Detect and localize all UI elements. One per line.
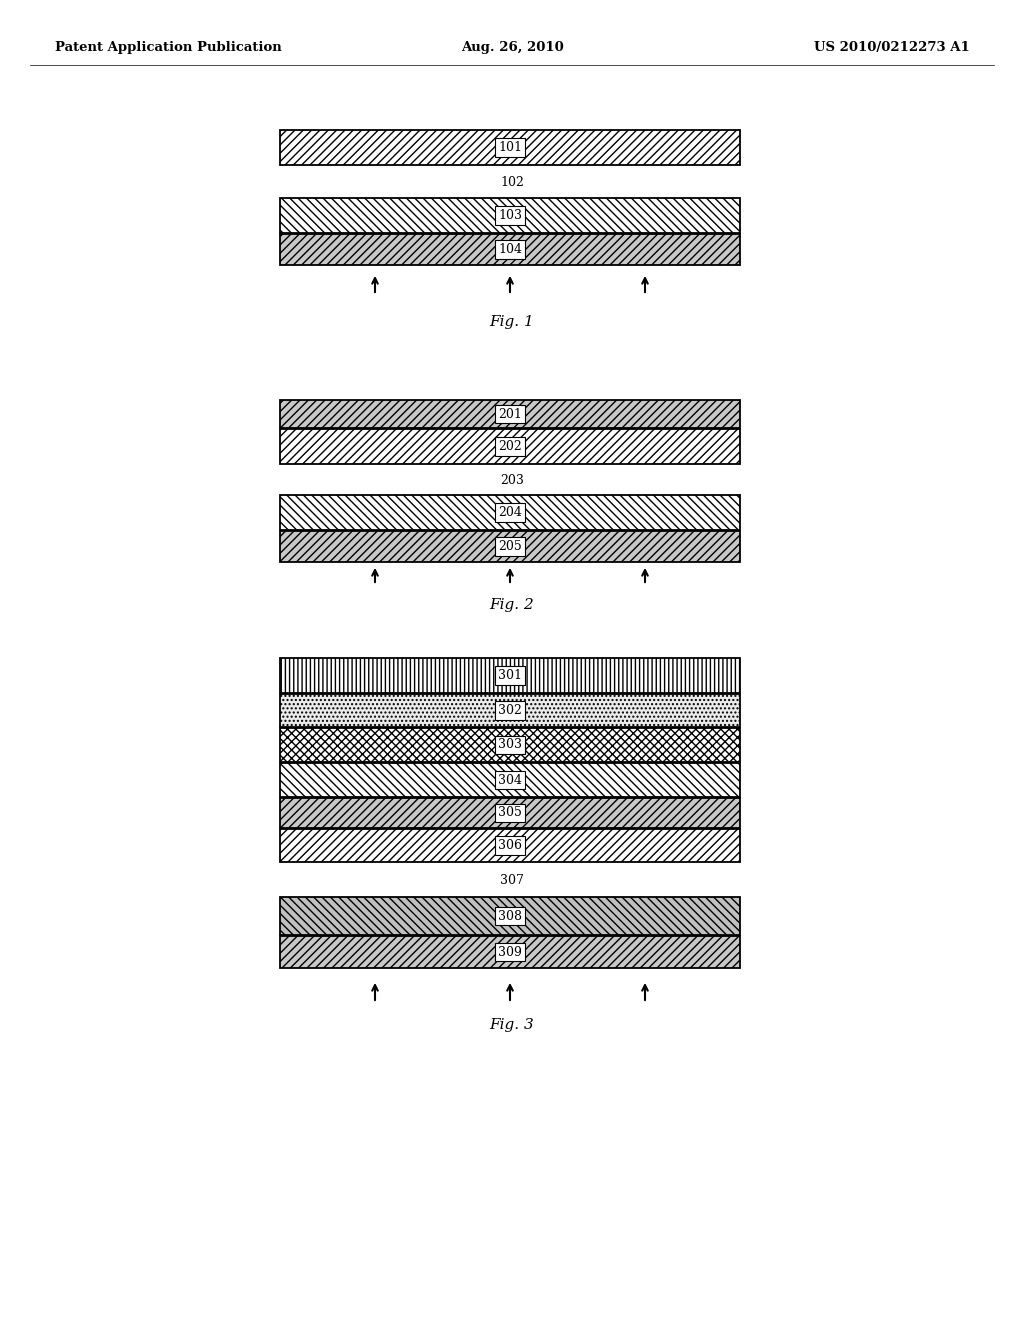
Text: 102: 102 (500, 176, 524, 189)
Bar (280, 429, 740, 465)
Bar (280, 531, 740, 562)
Text: 101: 101 (498, 141, 522, 154)
Text: US 2010/0212273 A1: US 2010/0212273 A1 (814, 41, 970, 54)
Bar (280, 198, 740, 234)
Bar (280, 936, 740, 968)
Bar (280, 694, 740, 727)
Text: 205: 205 (498, 540, 522, 553)
Text: Aug. 26, 2010: Aug. 26, 2010 (461, 41, 563, 54)
Bar (280, 234, 740, 265)
Text: 301: 301 (498, 669, 522, 682)
Text: Fig. 2: Fig. 2 (489, 598, 535, 612)
Text: 303: 303 (498, 738, 522, 751)
Text: 304: 304 (498, 774, 522, 787)
Bar (280, 829, 740, 862)
Bar (280, 495, 740, 531)
Text: 103: 103 (498, 209, 522, 222)
Text: 302: 302 (498, 704, 522, 717)
Text: 308: 308 (498, 909, 522, 923)
Text: 307: 307 (500, 874, 524, 887)
Text: Fig. 3: Fig. 3 (489, 1018, 535, 1032)
Text: 104: 104 (498, 243, 522, 256)
Text: 201: 201 (498, 408, 522, 421)
Bar (280, 129, 740, 165)
Text: Patent Application Publication: Patent Application Publication (55, 41, 282, 54)
Bar (280, 763, 740, 797)
Bar (280, 799, 740, 828)
Text: 203: 203 (500, 474, 524, 487)
Text: 305: 305 (498, 807, 522, 820)
Text: 204: 204 (498, 506, 522, 519)
Text: 202: 202 (498, 440, 522, 453)
Bar (280, 657, 740, 693)
Text: 309: 309 (498, 945, 522, 958)
Bar (280, 898, 740, 935)
Text: 306: 306 (498, 840, 522, 851)
Bar (280, 400, 740, 428)
Text: Fig. 1: Fig. 1 (489, 315, 535, 329)
Bar (280, 729, 740, 762)
